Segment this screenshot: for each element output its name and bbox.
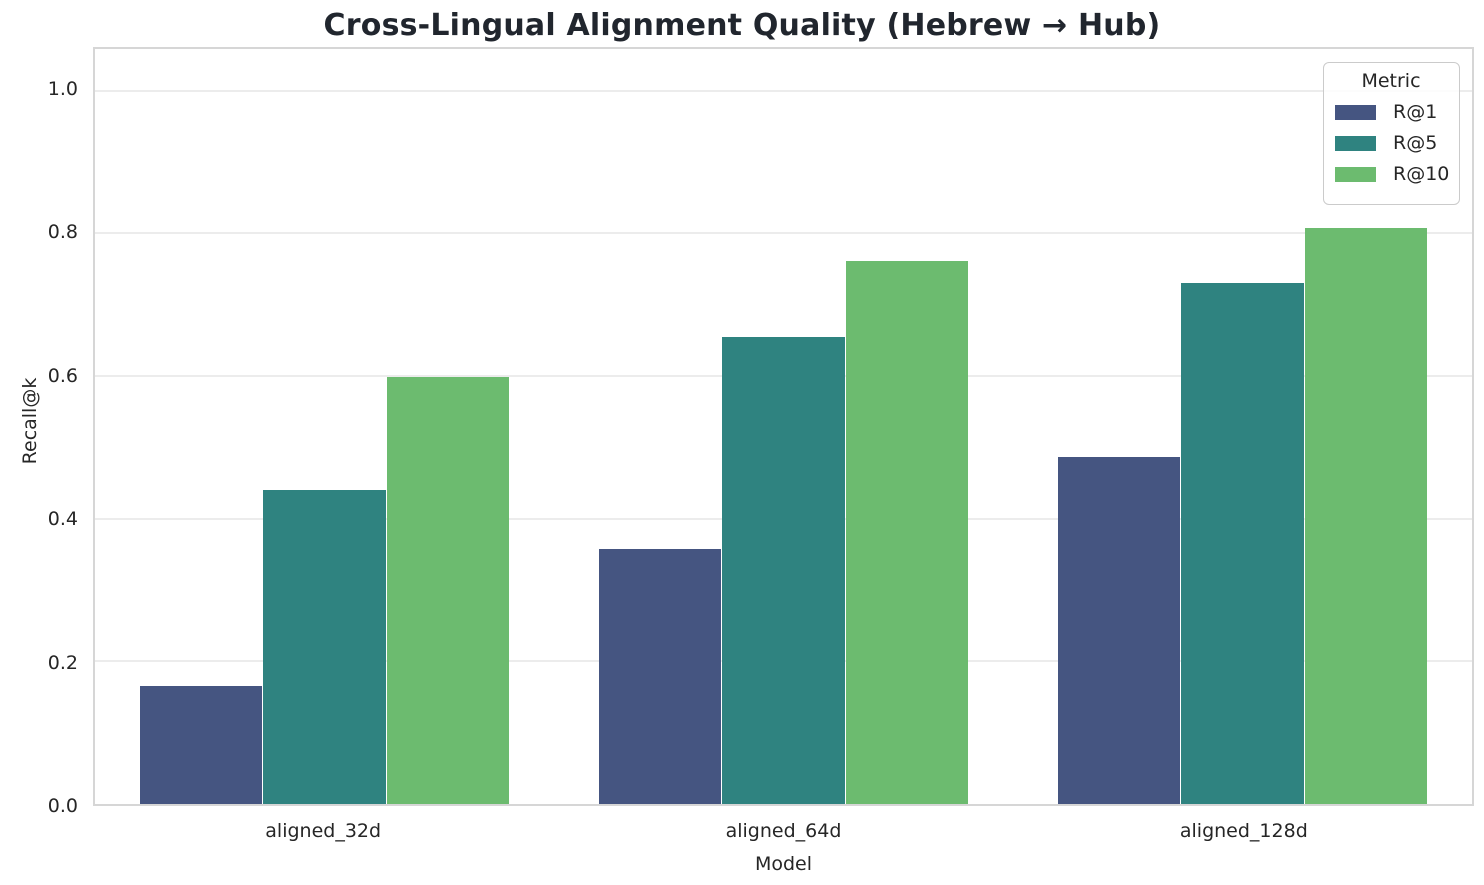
xtick-label-aligned_64d: aligned_64d xyxy=(725,820,842,842)
legend-title: Metric xyxy=(1361,70,1421,92)
ytick-label-0.2: 0.2 xyxy=(47,651,78,674)
bar-group-aligned_32d xyxy=(95,49,554,804)
gridline-y-1 xyxy=(95,89,1472,92)
bar-group-aligned_128d xyxy=(1013,49,1472,804)
legend: Metric R@1 R@5 R@10 xyxy=(1323,62,1460,205)
bar-aligned_32d-R@1 xyxy=(139,686,263,804)
gridline-y-0.8 xyxy=(95,232,1472,235)
xtick-label-aligned_128d: aligned_128d xyxy=(1179,820,1308,842)
legend-swatch-icon xyxy=(1335,135,1376,151)
legend-row-R@10: R@10 xyxy=(1335,163,1449,185)
legend-swatch-icon xyxy=(1335,104,1376,120)
bar-aligned_64d-R@5 xyxy=(722,336,845,804)
x-axis-label: Model xyxy=(754,853,813,875)
xtick-label-aligned_32d: aligned_32d xyxy=(265,820,382,842)
bar-aligned_64d-R@10 xyxy=(845,261,969,804)
legend-label: R@5 xyxy=(1393,132,1438,154)
bar-aligned_32d-R@10 xyxy=(386,377,510,804)
chart-title: Cross-Lingual Alignment Quality (Hebrew … xyxy=(323,8,1161,43)
y-axis-label: Recall@k xyxy=(19,377,41,465)
legend-swatch-icon xyxy=(1335,166,1376,182)
bar-aligned_32d-R@5 xyxy=(263,490,386,804)
bar-group-aligned_64d xyxy=(554,49,1013,804)
bar-aligned_128d-R@10 xyxy=(1304,228,1428,804)
bar-aligned_128d-R@1 xyxy=(1057,456,1181,804)
legend-row-R@5: R@5 xyxy=(1335,132,1449,154)
plot-area xyxy=(93,47,1474,806)
ytick-label-0.4: 0.4 xyxy=(47,508,78,531)
legend-row-R@1: R@1 xyxy=(1335,101,1449,123)
ytick-label-0.8: 0.8 xyxy=(47,221,78,244)
ytick-label-0.6: 0.6 xyxy=(47,364,78,387)
legend-label: R@1 xyxy=(1393,101,1438,123)
legend-label: R@10 xyxy=(1393,163,1450,185)
bar-aligned_128d-R@5 xyxy=(1181,283,1304,804)
legend-entries: R@1 R@5 R@10 xyxy=(1333,101,1449,185)
ytick-label-1.0: 1.0 xyxy=(47,77,78,100)
bar-aligned_64d-R@1 xyxy=(598,549,722,804)
ytick-label-0.0: 0.0 xyxy=(47,795,78,817)
